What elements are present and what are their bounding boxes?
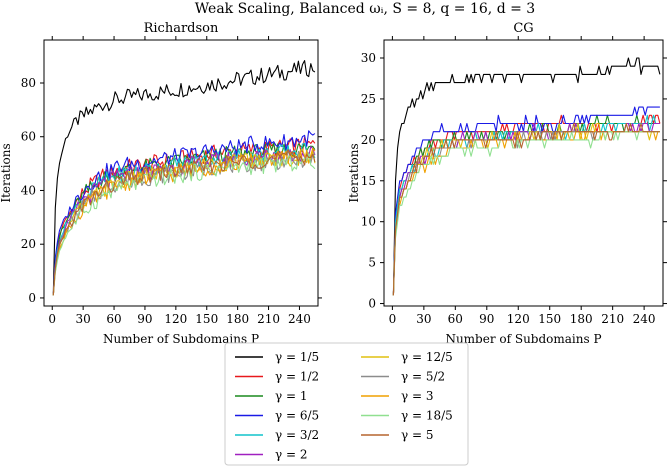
x-tick-label: 60 bbox=[448, 312, 463, 326]
y-tick-label: 0 bbox=[28, 291, 36, 305]
y-tick-label: 5 bbox=[368, 256, 376, 270]
chart-title: CG bbox=[513, 21, 533, 36]
x-tick-label: 0 bbox=[48, 312, 56, 326]
legend-entry: γ = 2 bbox=[275, 448, 308, 462]
x-tick-label: 90 bbox=[137, 312, 152, 326]
plot-frame bbox=[43, 39, 319, 307]
x-tick-label: 150 bbox=[195, 312, 218, 326]
x-tick-label: 180 bbox=[226, 312, 249, 326]
series-line bbox=[392, 122, 660, 296]
legend-entry: γ = 3/2 bbox=[275, 428, 319, 442]
series-line bbox=[52, 60, 316, 296]
y-axis-label: Iterations bbox=[347, 143, 361, 202]
legend-entry: γ = 12/5 bbox=[401, 350, 453, 364]
legend-entry: γ = 5/2 bbox=[401, 370, 445, 384]
series-line bbox=[52, 130, 316, 296]
x-tick-label: 90 bbox=[479, 312, 494, 326]
y-tick-label: 20 bbox=[21, 237, 36, 251]
x-tick-label: 120 bbox=[507, 312, 530, 326]
y-tick-label: 10 bbox=[361, 215, 376, 229]
series-line bbox=[52, 147, 316, 296]
y-axis-label: Iterations bbox=[0, 143, 13, 202]
x-axis-label: Number of Subdomains P bbox=[445, 332, 601, 346]
legend-entry: γ = 3 bbox=[401, 389, 434, 403]
x-axis-label: Number of Subdomains P bbox=[103, 332, 259, 346]
legend-entry: γ = 1/2 bbox=[275, 370, 319, 384]
y-tick-label: 30 bbox=[361, 51, 376, 65]
x-tick-label: 240 bbox=[288, 312, 311, 326]
legend: γ = 1/5 γ = 1/2 γ = 1 γ = 6/5 γ = 3/2 γ = 2 γ … bbox=[224, 342, 469, 466]
legend-entry: γ = 5 bbox=[401, 428, 434, 442]
y-tick-label: 25 bbox=[361, 92, 376, 106]
series-line bbox=[392, 122, 660, 296]
x-tick-label: 150 bbox=[538, 312, 561, 326]
x-tick-label: 210 bbox=[257, 312, 280, 326]
y-tick-label: 80 bbox=[21, 76, 36, 90]
x-tick-label: 30 bbox=[416, 312, 431, 326]
series-line bbox=[52, 153, 316, 296]
series-line bbox=[52, 149, 316, 296]
x-tick-label: 0 bbox=[389, 312, 397, 326]
plot-frame bbox=[383, 39, 664, 307]
y-tick-label: 20 bbox=[361, 133, 376, 147]
x-tick-label: 60 bbox=[106, 312, 121, 326]
y-tick-label: 60 bbox=[21, 130, 36, 144]
series-line bbox=[392, 131, 660, 296]
x-tick-label: 30 bbox=[76, 312, 91, 326]
series-line bbox=[392, 106, 660, 296]
richardson-chart: Richardson 0 30 60 90 120 150 180 210 240 0 20 40 60 8… bbox=[0, 21, 322, 346]
legend-entry: γ = 18/5 bbox=[401, 409, 453, 423]
legend-entry: γ = 6/5 bbox=[275, 409, 319, 423]
legend-frame bbox=[224, 342, 469, 466]
series-line bbox=[392, 57, 661, 296]
y-tick-label: 15 bbox=[361, 174, 376, 188]
legend-entry: γ = 1 bbox=[275, 389, 308, 403]
x-tick-label: 240 bbox=[633, 312, 656, 326]
x-tick-label: 210 bbox=[601, 312, 624, 326]
chart-title: Richardson bbox=[144, 21, 219, 36]
x-tick-label: 120 bbox=[164, 312, 187, 326]
x-tick-label: 180 bbox=[570, 312, 593, 326]
y-tick-label: 0 bbox=[368, 297, 376, 311]
series-line bbox=[52, 150, 316, 296]
legend-entry: γ = 1/5 bbox=[275, 350, 319, 364]
figure-title: Weak Scaling, Balanced ωᵢ, S = 8, q = 16… bbox=[195, 1, 535, 17]
y-tick-label: 40 bbox=[21, 183, 36, 197]
cg-chart: CG 0 30 60 90 120 150 180 210 240 0 5 10 15 20 25 30 Numb… bbox=[347, 21, 667, 346]
